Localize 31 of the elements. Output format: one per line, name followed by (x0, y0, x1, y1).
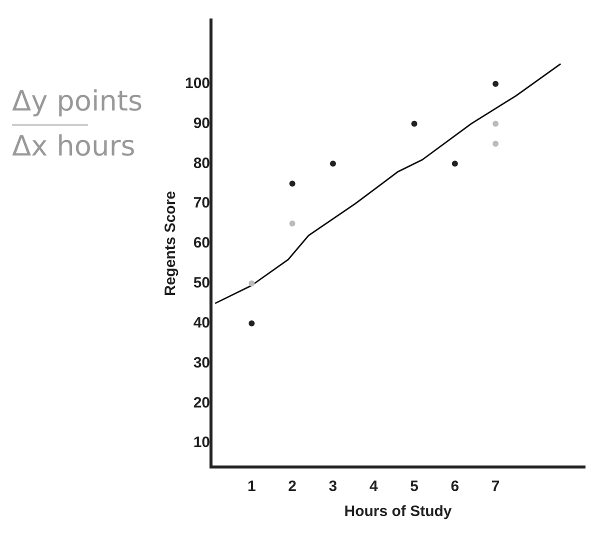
x-tick-label: 1 (248, 478, 256, 496)
text: Δy points (12, 84, 143, 118)
y-axis-title: Regents Score (162, 190, 180, 296)
y-tick-label: 40 (193, 314, 210, 332)
y-tick-label: 50 (193, 274, 210, 292)
y-tick-label: 80 (193, 154, 210, 172)
y-tick-label: 90 (193, 114, 210, 132)
x-tick-label: 4 (369, 478, 378, 496)
y-tick-label: 20 (193, 394, 210, 412)
point (289, 180, 296, 187)
point (330, 160, 336, 167)
point (492, 140, 499, 147)
point (452, 160, 458, 167)
y-tick-label: 70 (193, 194, 210, 212)
y-tick-label: 100 (184, 75, 210, 92)
point (492, 80, 499, 87)
x-tick-label: 3 (328, 478, 338, 496)
y-tick-label: 60 (193, 234, 210, 252)
x-tick-label: 5 (410, 478, 418, 496)
x-tick-label: 7 (491, 478, 500, 496)
point (289, 220, 296, 227)
x-axis-title: Hours of Study (344, 503, 452, 520)
y-tick-label: 30 (193, 354, 210, 372)
text: Δx hours (12, 129, 136, 162)
point (411, 120, 418, 127)
point (248, 280, 255, 286)
point (248, 320, 255, 326)
x-tick-label: 6 (450, 478, 460, 496)
x-tick-label: 2 (288, 478, 296, 496)
point (492, 120, 499, 127)
y-tick-label: 10 (193, 434, 210, 452)
